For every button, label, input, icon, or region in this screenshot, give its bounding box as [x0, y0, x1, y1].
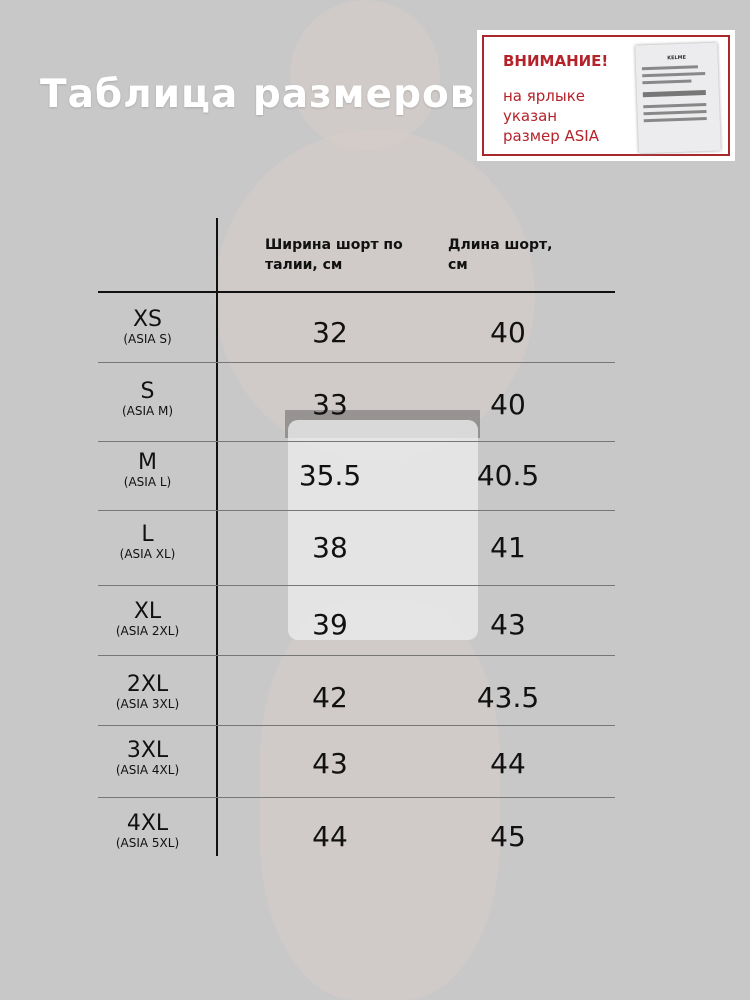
- waist-value: 32: [312, 316, 348, 349]
- length-value: 40.5: [476, 459, 540, 492]
- size-label: 3XL: [126, 738, 169, 763]
- row-divider: [98, 441, 615, 442]
- model-photo-torso: [215, 130, 535, 460]
- size-cell: 2XL (ASIA 3XL): [95, 672, 200, 712]
- notice-line: размер ASIA: [503, 127, 599, 145]
- asia-size-label: (ASIA L): [123, 475, 172, 489]
- asia-size-label: (ASIA 5XL): [115, 836, 180, 850]
- waist-value: 43: [312, 747, 348, 780]
- shorts-photo: [288, 420, 478, 640]
- size-cell: XL (ASIA 2XL): [95, 599, 200, 639]
- length-value: 45: [490, 820, 526, 853]
- asia-size-notice: ВНИМАНИЕ! на ярлыке указан размер ASIA K…: [477, 30, 735, 161]
- row-divider: [98, 585, 615, 586]
- size-label: XL: [133, 599, 162, 624]
- size-cell: 3XL (ASIA 4XL): [95, 738, 200, 778]
- notice-line: на ярлыке: [503, 87, 586, 105]
- row-divider: [98, 510, 615, 511]
- waist-value: 42: [312, 681, 348, 714]
- header-divider: [98, 291, 615, 293]
- clothing-label-photo: KELME: [635, 42, 721, 154]
- asia-size-label: (ASIA 4XL): [115, 763, 180, 777]
- page-title: Таблица размеров: [40, 72, 476, 117]
- size-cell: M (ASIA L): [95, 450, 200, 490]
- waist-value: 44: [312, 820, 348, 853]
- length-value: 43: [490, 608, 526, 641]
- table-divider-vertical: [216, 218, 218, 856]
- tag-brand: KELME: [667, 54, 687, 62]
- size-cell: L (ASIA XL): [95, 522, 200, 562]
- size-label: XS: [132, 307, 163, 332]
- length-value: 43.5: [476, 681, 540, 714]
- waist-value: 35.5: [298, 459, 362, 492]
- length-value: 41: [490, 531, 526, 564]
- asia-size-label: (ASIA XL): [119, 547, 176, 561]
- notice-line: указан: [503, 107, 558, 125]
- row-divider: [98, 362, 615, 363]
- row-divider: [98, 655, 615, 656]
- size-label: S: [140, 379, 155, 404]
- asia-size-label: (ASIA 3XL): [115, 697, 180, 711]
- size-cell: S (ASIA M): [95, 379, 200, 419]
- header-length: Длина шорт, см: [448, 237, 553, 273]
- row-divider: [98, 725, 615, 726]
- size-label: 4XL: [126, 811, 169, 836]
- waist-value: 38: [312, 531, 348, 564]
- size-label: M: [138, 450, 157, 475]
- row-divider: [98, 797, 615, 798]
- length-value: 40: [490, 388, 526, 421]
- waist-value: 39: [312, 608, 348, 641]
- notice-body: на ярлыке указан размер ASIA: [503, 86, 599, 146]
- notice-heading: ВНИМАНИЕ!: [503, 52, 609, 70]
- model-photo-legs: [260, 600, 500, 1000]
- waist-value: 33: [312, 388, 348, 421]
- asia-size-label: (ASIA S): [123, 332, 172, 346]
- length-value: 44: [490, 747, 526, 780]
- header-waist: Ширина шорт по талии, см: [265, 237, 403, 273]
- size-cell: XS (ASIA S): [95, 307, 200, 347]
- size-label: 2XL: [126, 672, 169, 697]
- length-value: 40: [490, 316, 526, 349]
- model-photo-head: [290, 0, 440, 150]
- size-label: L: [141, 522, 154, 547]
- asia-size-label: (ASIA M): [121, 404, 174, 418]
- size-cell: 4XL (ASIA 5XL): [95, 811, 200, 851]
- asia-size-label: (ASIA 2XL): [115, 624, 180, 638]
